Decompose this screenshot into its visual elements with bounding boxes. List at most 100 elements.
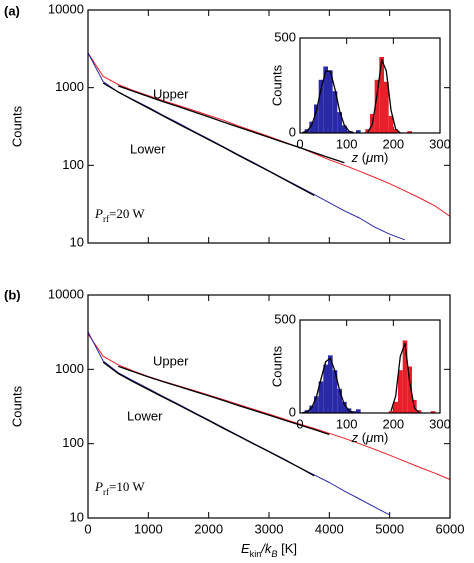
panel-label: (a) [4, 3, 20, 18]
y-axis-label: Counts [269, 345, 284, 387]
y-tick-label: 10000 [48, 286, 84, 301]
histogram-bar [356, 409, 361, 413]
x-axis-label-part: E [241, 541, 250, 556]
fit-line [117, 365, 330, 436]
y-tick-label: 1000 [55, 79, 84, 94]
histogram-bar [337, 112, 342, 133]
data-line [87, 52, 451, 217]
histogram-bar [407, 131, 412, 133]
histogram-bar [342, 401, 347, 413]
y-tick-label: 10 [70, 234, 84, 249]
y-axis-label: Counts [269, 64, 284, 106]
y-tick-label: 10 [70, 509, 84, 524]
x-axis-label-part: ( [358, 150, 367, 165]
fit-line [367, 59, 401, 134]
x-axis-label: Ekin/kB [K] [241, 541, 297, 559]
x-axis-label: z (μm) [351, 150, 389, 165]
x-tick-label: 300 [429, 136, 451, 151]
y-tick-label: 0 [289, 124, 296, 139]
x-axis-label-part: m) [373, 150, 388, 165]
histogram-bar [384, 81, 389, 133]
histogram-bar [388, 411, 394, 413]
histogram-bar [388, 115, 394, 133]
annotation-part: rf [103, 214, 110, 224]
x-tick-label: 4000 [315, 521, 344, 536]
x-tick-label: 100 [336, 416, 358, 431]
histogram-bar [318, 79, 324, 133]
x-axis-label-part: B [271, 549, 277, 559]
y-tick-label: 1000 [55, 361, 84, 376]
x-axis-label-part: z [351, 150, 359, 165]
x-tick-label: 300 [429, 416, 451, 431]
x-tick-label: 3000 [255, 521, 284, 536]
x-tick-label: 0 [296, 416, 303, 431]
histogram-bar [393, 129, 398, 133]
y-tick-label: 500 [274, 29, 296, 44]
y-tick-label: 10000 [48, 1, 84, 16]
histogram-bar [430, 411, 436, 413]
histogram-bar [332, 91, 338, 133]
y-tick-label: 100 [62, 157, 84, 172]
histogram-bar [342, 125, 347, 133]
fit-line [390, 342, 420, 414]
fit-line [117, 85, 345, 164]
fit-line [302, 70, 354, 134]
fit-line [302, 357, 354, 414]
x-tick-label: 1000 [134, 521, 163, 536]
y-tick-label: 0 [289, 404, 296, 419]
annotation: Prf=10 W [94, 479, 145, 497]
x-axis-label-part: kin [250, 549, 262, 559]
histogram-bar [309, 405, 314, 413]
histogram-bar [309, 121, 314, 133]
series-label: Lower [127, 408, 163, 423]
inset-frame [299, 37, 441, 134]
annotation-part: P [94, 206, 103, 221]
histogram-bar [379, 57, 384, 133]
annotation: Prf=20 W [94, 206, 145, 224]
panel-label: (b) [4, 287, 21, 302]
x-axis-label-part: /k [260, 541, 273, 556]
histogram-bar [314, 396, 319, 413]
histogram-bar [318, 381, 324, 413]
x-tick-label: 2000 [194, 521, 223, 536]
x-tick-label: 100 [336, 136, 358, 151]
histogram-bar [314, 104, 319, 133]
x-tick-label: 0 [84, 521, 91, 536]
histogram-bar [398, 370, 403, 413]
annotation-part: P [94, 479, 103, 494]
series-label: Lower [130, 141, 166, 156]
x-axis-label-part: ( [358, 430, 367, 445]
series-label: Upper [153, 86, 189, 101]
y-tick-label: 100 [62, 435, 84, 450]
x-tick-label: 5000 [375, 521, 404, 536]
histogram-bar [346, 131, 352, 133]
x-axis-label-part: [K] [277, 541, 297, 556]
y-tick-label: 500 [274, 311, 296, 326]
x-axis-label-part: z [351, 430, 359, 445]
histogram-bar [328, 70, 333, 133]
annotation-part: =10 W [109, 479, 145, 494]
x-tick-label: 200 [382, 416, 404, 431]
histogram-bar [356, 130, 361, 133]
x-axis-label-part: m) [373, 430, 388, 445]
x-tick-label: 0 [296, 136, 303, 151]
x-tick-label: 6000 [436, 521, 465, 536]
histogram-bar [337, 388, 342, 413]
histogram-bar [393, 401, 398, 413]
fit-line [102, 361, 315, 477]
x-axis-label-part: μ [365, 430, 373, 445]
x-tick-label: 200 [382, 136, 404, 151]
x-axis-label: z (μm) [351, 430, 389, 445]
histogram-bar [402, 340, 408, 413]
plot-frame [87, 294, 451, 519]
histogram-bar [323, 364, 328, 413]
plot-frame [87, 9, 451, 244]
histogram-bar [407, 366, 412, 413]
histogram-bar [416, 410, 422, 413]
fit-line [102, 82, 315, 196]
series-label: Upper [153, 353, 189, 368]
x-axis-label-part: μ [365, 150, 373, 165]
annotation-part: =20 W [109, 206, 145, 221]
histogram-bar [374, 79, 380, 133]
